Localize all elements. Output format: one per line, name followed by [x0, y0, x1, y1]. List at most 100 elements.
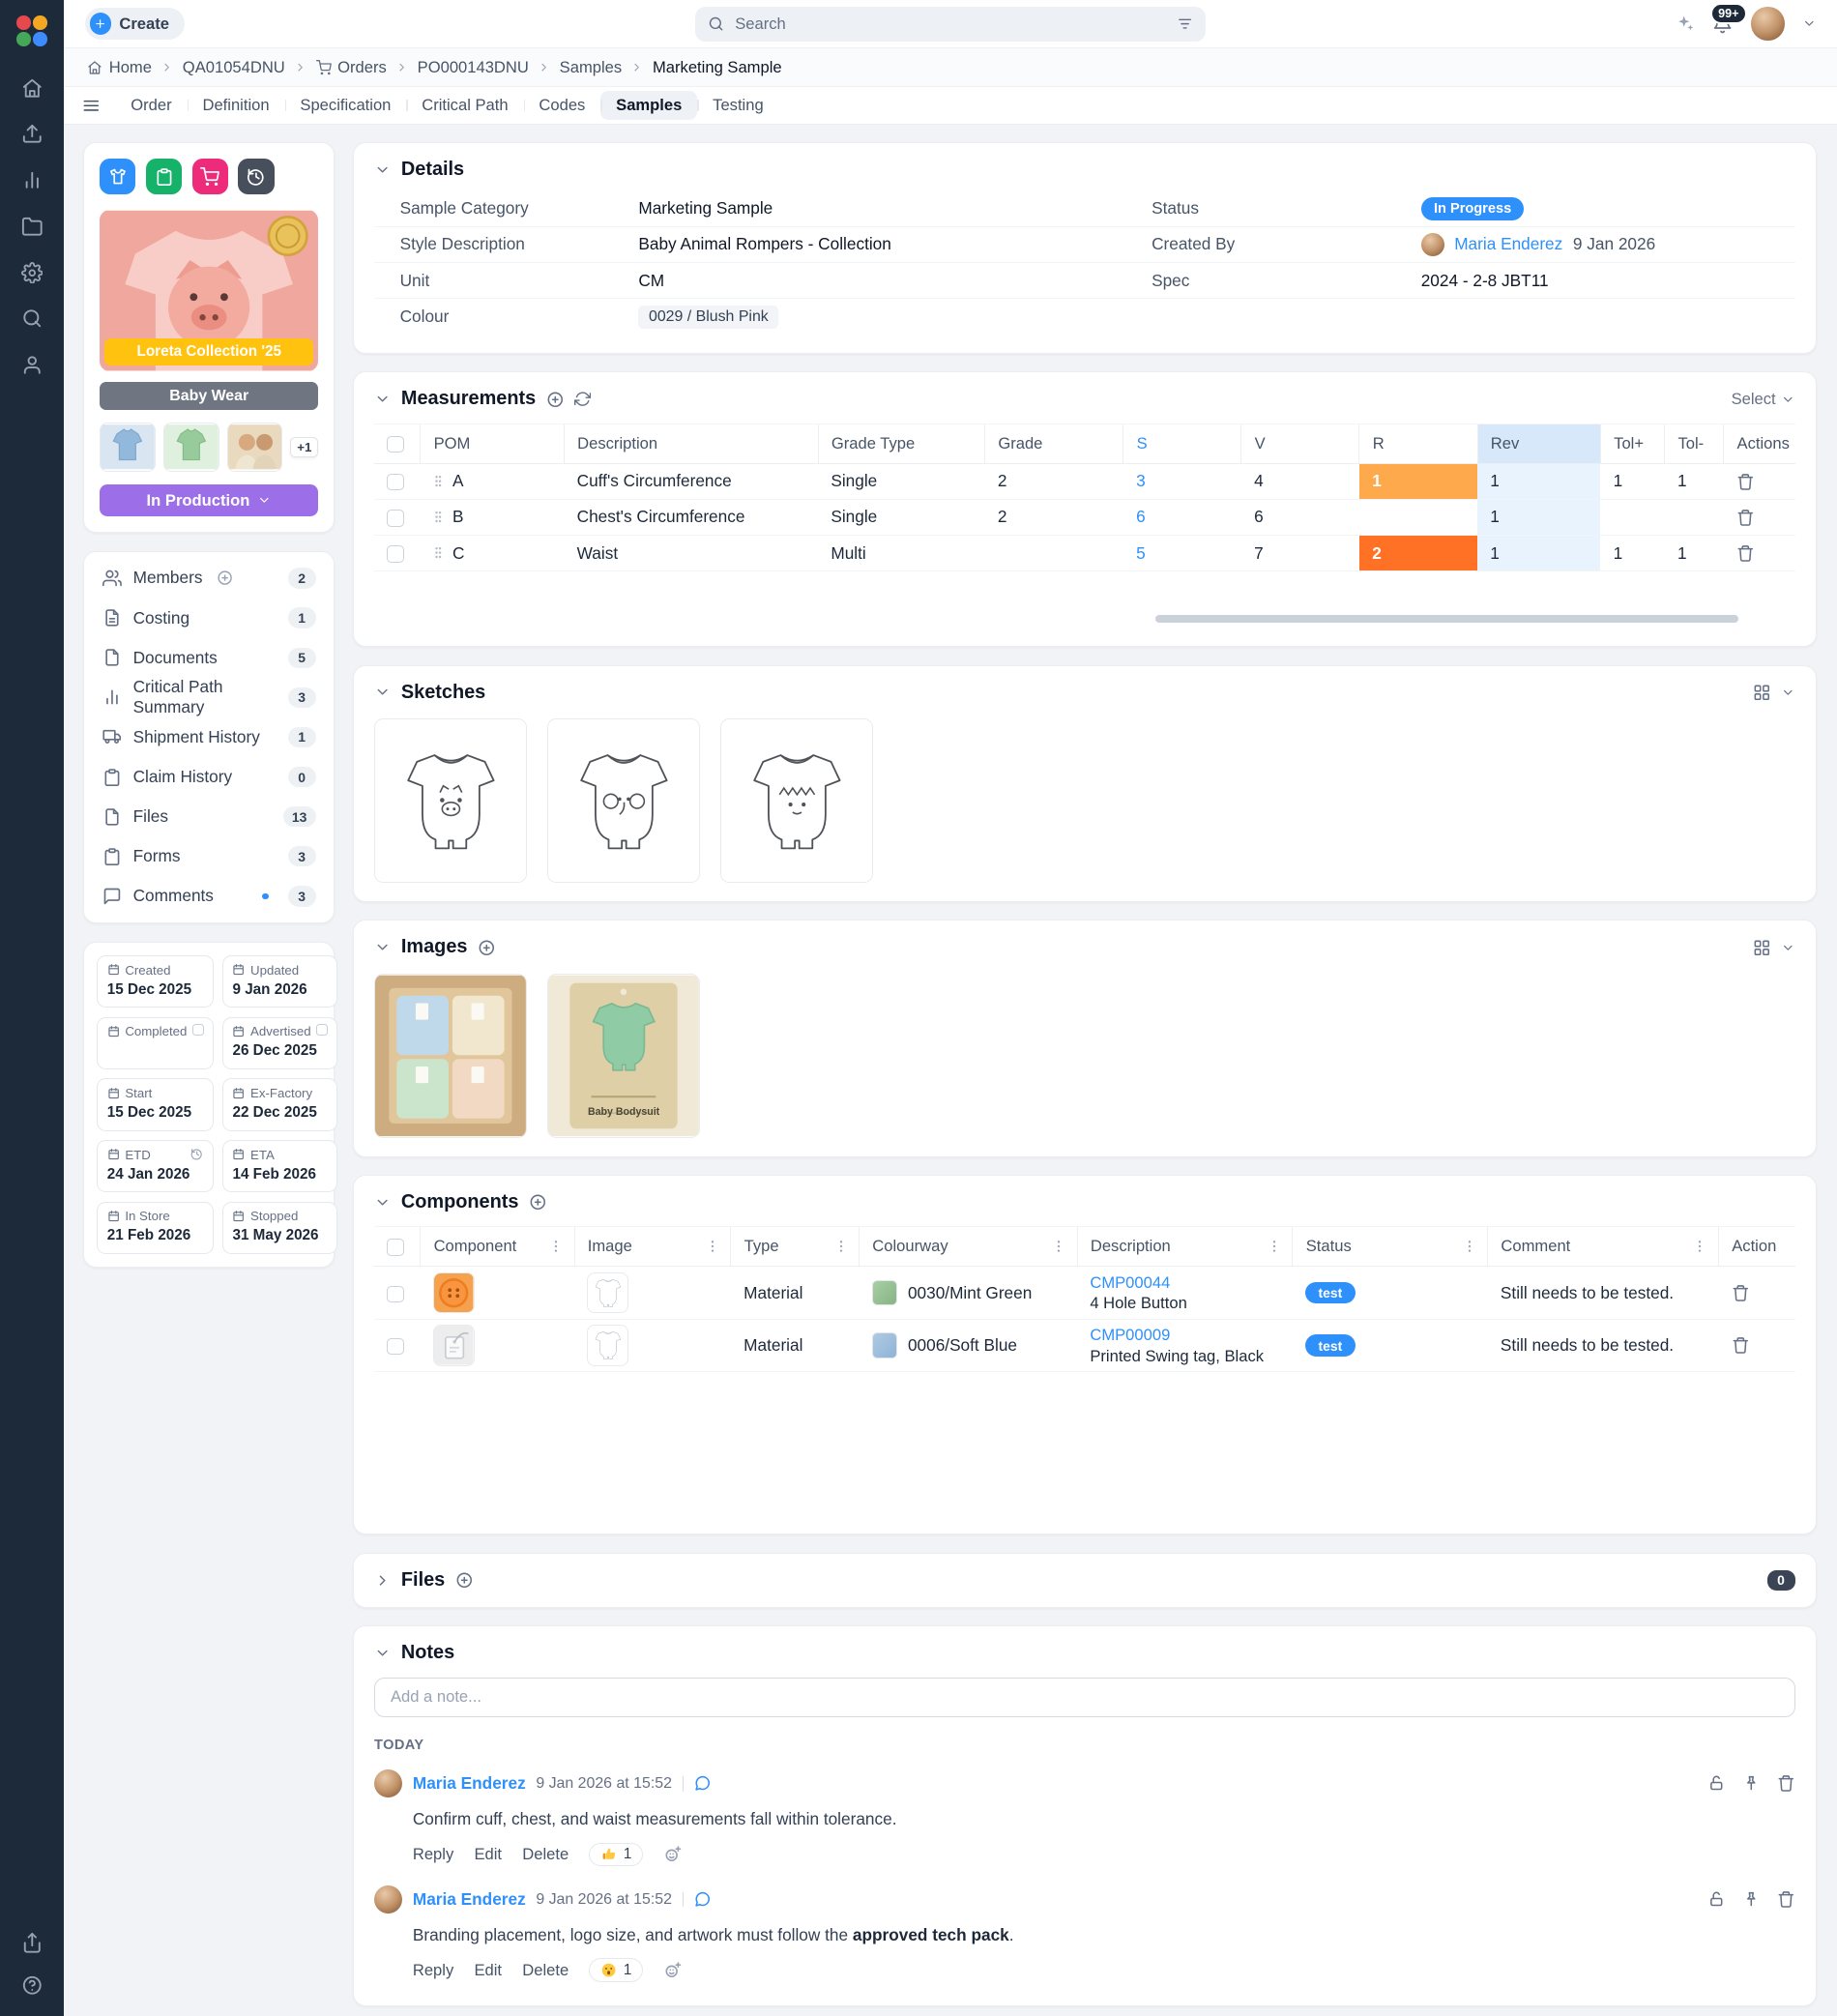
- sidebar-item-critical-path-summary[interactable]: Critical Path Summary 3: [95, 677, 324, 717]
- size-value-link[interactable]: 6: [1136, 507, 1146, 527]
- production-status-button[interactable]: In Production: [100, 484, 319, 517]
- tab-order[interactable]: Order: [131, 95, 172, 114]
- column-menu-icon[interactable]: [1051, 1239, 1066, 1254]
- colour-swatch[interactable]: [871, 1279, 898, 1306]
- sidebar-item-claim-history[interactable]: Claim History 0: [95, 757, 324, 797]
- chevron-down-icon[interactable]: [1781, 941, 1795, 955]
- spec-action-button[interactable]: [145, 159, 183, 195]
- reply-button[interactable]: Reply: [412, 1960, 454, 1979]
- collapse-chevron-icon[interactable]: [374, 161, 391, 178]
- add-component-icon[interactable]: [529, 1193, 547, 1212]
- search-nav-icon[interactable]: [21, 307, 44, 330]
- note-author-link[interactable]: Maria Enderez: [412, 1889, 526, 1909]
- delete-row-icon[interactable]: [1736, 473, 1755, 491]
- component-code-link[interactable]: CMP00009: [1090, 1326, 1171, 1345]
- history-icon[interactable]: [190, 1148, 203, 1160]
- date-field-eta[interactable]: ETA 14 Feb 2026: [222, 1139, 338, 1193]
- folder-icon[interactable]: [21, 216, 44, 238]
- notifications-bell[interactable]: 99+: [1709, 3, 1748, 34]
- date-field-etd[interactable]: ETD 24 Jan 2026: [97, 1139, 214, 1193]
- thumbnail-green-romper[interactable]: [162, 423, 219, 472]
- delete-row-icon[interactable]: [1732, 1336, 1750, 1355]
- collapse-chevron-icon[interactable]: [374, 1194, 391, 1211]
- sidebar-item-members[interactable]: Members 2: [95, 558, 324, 598]
- date-field-stopped[interactable]: Stopped 31 May 2026: [222, 1201, 338, 1254]
- note-author-avatar[interactable]: [374, 1885, 403, 1914]
- garment-action-button[interactable]: [100, 159, 136, 195]
- app-logo[interactable]: [16, 15, 48, 46]
- row-checkbox[interactable]: [387, 1285, 404, 1302]
- gear-icon[interactable]: [21, 262, 44, 284]
- column-menu-icon[interactable]: [1462, 1239, 1477, 1254]
- delete-row-icon[interactable]: [1732, 1284, 1750, 1302]
- profile-icon[interactable]: [21, 354, 44, 376]
- sample-photo[interactable]: Loreta Collection '25: [100, 210, 319, 371]
- comment-icon[interactable]: [693, 1774, 712, 1793]
- tab-samples[interactable]: Samples: [600, 90, 698, 121]
- select-all-checkbox[interactable]: [387, 1239, 404, 1256]
- sparkle-icon[interactable]: [1675, 14, 1695, 34]
- grid-view-icon[interactable]: [1753, 684, 1771, 702]
- tab-codes[interactable]: Codes: [523, 91, 601, 121]
- date-field-start[interactable]: Start 15 Dec 2025: [97, 1078, 214, 1131]
- reply-button[interactable]: Reply: [412, 1844, 454, 1863]
- add-note-input[interactable]: [374, 1677, 1795, 1717]
- add-measurement-icon[interactable]: [546, 391, 565, 409]
- collapse-chevron-icon[interactable]: [374, 391, 391, 407]
- comment-icon[interactable]: [693, 1890, 712, 1909]
- date-field-completed[interactable]: Completed: [97, 1016, 214, 1069]
- grid-view-icon[interactable]: [1753, 939, 1771, 957]
- column-menu-icon[interactable]: [1692, 1239, 1707, 1254]
- tab-specification[interactable]: Specification: [284, 91, 407, 121]
- drag-handle-icon[interactable]: [433, 544, 444, 561]
- delete-button[interactable]: Delete: [522, 1844, 569, 1863]
- add-reaction-icon[interactable]: [663, 1845, 683, 1864]
- sketch-elephant-onesie[interactable]: [547, 718, 701, 884]
- colour-swatch[interactable]: [871, 1332, 898, 1359]
- surprised-reaction[interactable]: 1: [589, 1958, 643, 1982]
- collapse-chevron-icon[interactable]: [374, 1645, 391, 1661]
- completed-checkbox[interactable]: [191, 1024, 204, 1037]
- image-box-of-bodysuits[interactable]: [374, 974, 527, 1139]
- analytics-icon[interactable]: [21, 169, 44, 191]
- edit-button[interactable]: Edit: [474, 1960, 503, 1979]
- thumbnail-blue-romper[interactable]: [100, 423, 156, 472]
- add-reaction-icon[interactable]: [663, 1961, 683, 1980]
- user-avatar[interactable]: [1751, 7, 1785, 41]
- size-value-link[interactable]: 5: [1136, 542, 1146, 563]
- breadcrumb-samples[interactable]: Samples: [559, 57, 623, 76]
- global-search[interactable]: [695, 6, 1207, 42]
- sidebar-item-comments[interactable]: Comments 3: [95, 876, 324, 916]
- thumbs-up-reaction[interactable]: 1: [589, 1842, 643, 1867]
- delete-row-icon[interactable]: [1736, 509, 1755, 527]
- sidebar-item-costing[interactable]: Costing 1: [95, 598, 324, 637]
- sidebar-item-files[interactable]: Files 13: [95, 797, 324, 836]
- breadcrumb-style[interactable]: QA01054DNU: [182, 57, 285, 76]
- edit-button[interactable]: Edit: [474, 1844, 503, 1863]
- date-field-updated[interactable]: Updated 9 Jan 2026: [222, 954, 338, 1008]
- pin-icon[interactable]: [1742, 1774, 1761, 1793]
- expand-chevron-icon[interactable]: [374, 1572, 391, 1589]
- select-dropdown[interactable]: Select: [1732, 390, 1795, 409]
- note-author-avatar[interactable]: [374, 1769, 403, 1798]
- home-icon[interactable]: [21, 77, 44, 100]
- sidebar-item-shipment-history[interactable]: Shipment History 1: [95, 717, 324, 757]
- collapse-chevron-icon[interactable]: [374, 939, 391, 955]
- hamburger-menu-icon[interactable]: [82, 97, 101, 115]
- date-field-ex-factory[interactable]: Ex-Factory 22 Dec 2025: [222, 1078, 338, 1131]
- breadcrumb-orders[interactable]: Orders: [316, 58, 387, 77]
- column-menu-icon[interactable]: [548, 1239, 564, 1254]
- pin-icon[interactable]: [1742, 1890, 1761, 1909]
- component-photo-button[interactable]: [433, 1271, 475, 1314]
- sorted-column-header[interactable]: S: [1123, 423, 1241, 464]
- sketch-pig-onesie[interactable]: [374, 718, 527, 884]
- date-field-created[interactable]: Created 15 Dec 2025: [97, 954, 214, 1008]
- chevron-down-icon[interactable]: [1781, 686, 1795, 700]
- add-image-icon[interactable]: [478, 939, 496, 957]
- note-author-link[interactable]: Maria Enderez: [412, 1773, 526, 1794]
- delete-row-icon[interactable]: [1736, 544, 1755, 563]
- unlock-icon[interactable]: [1707, 1774, 1726, 1793]
- filter-icon[interactable]: [1177, 15, 1193, 32]
- advertised-checkbox[interactable]: [315, 1024, 328, 1037]
- unlock-icon[interactable]: [1707, 1890, 1726, 1909]
